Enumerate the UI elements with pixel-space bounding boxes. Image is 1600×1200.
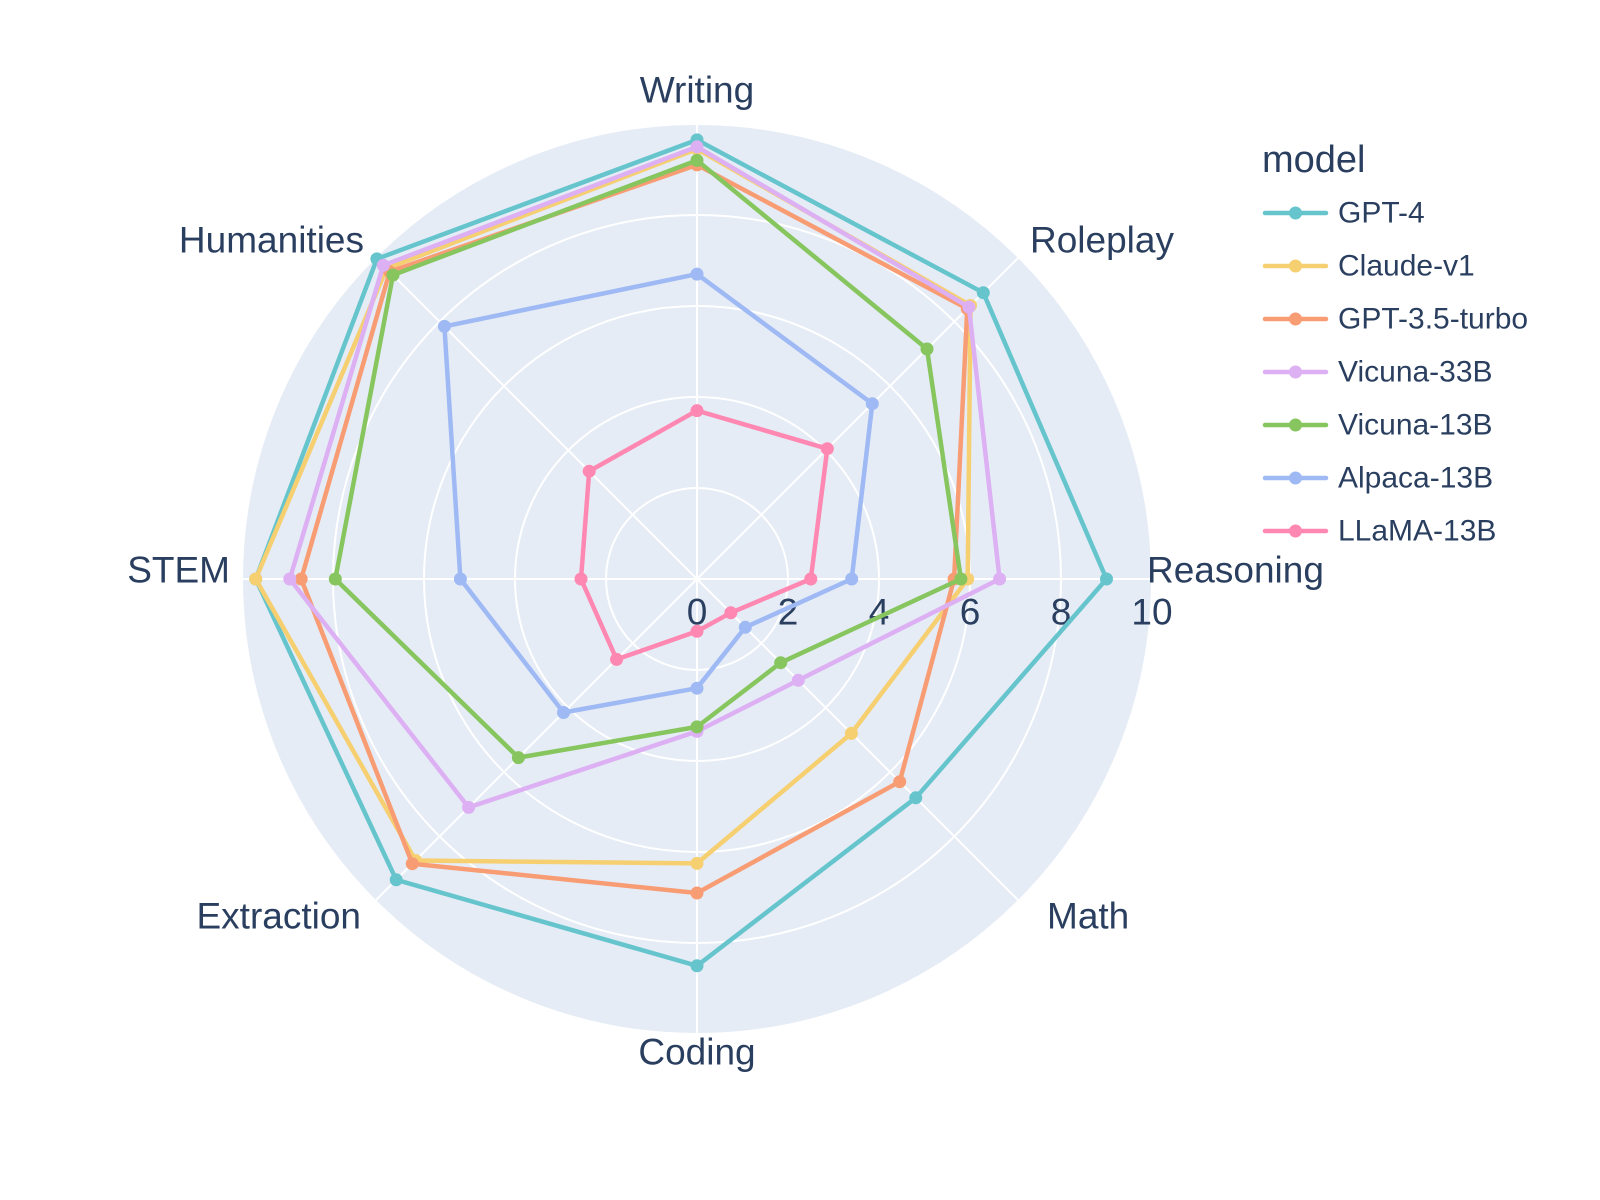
legend-item-label-vicuna-13b: Vicuna-13B [1338, 409, 1493, 442]
legend-swatch-marker-vicuna-13b [1289, 418, 1302, 432]
legend-item-label-llama-13b: LLaMA-13B [1338, 515, 1496, 548]
trace-marker-gpt-3-5-turbo-coding [690, 886, 704, 900]
radial-tick-label-4: 4 [869, 592, 890, 633]
trace-vicuna-13b [328, 153, 968, 765]
trace-llama-13b [574, 404, 834, 666]
traces [249, 133, 1113, 973]
legend-swatch-marker-llama-13b [1289, 524, 1302, 538]
trace-marker-alpaca-13b-reasoning [845, 572, 859, 586]
legend-swatch-marker-claude-v1 [1289, 259, 1302, 273]
trace-marker-vicuna-33b-stem [283, 572, 297, 586]
trace-marker-vicuna-33b-reasoning [993, 572, 1007, 586]
trace-marker-alpaca-13b-humanities [437, 319, 451, 333]
legend-title: model [1262, 139, 1366, 181]
trace-marker-vicuna-13b-roleplay [920, 342, 934, 356]
trace-marker-vicuna-13b-stem [328, 572, 342, 586]
trace-marker-vicuna-33b-roleplay [962, 300, 976, 314]
trace-marker-alpaca-13b-extraction [557, 706, 570, 719]
legend-item-vicuna-13b[interactable]: Vicuna-13B [1262, 409, 1493, 442]
trace-marker-alpaca-13b-coding [690, 681, 704, 695]
trace-marker-vicuna-13b-math [774, 656, 788, 670]
legend-item-label-alpaca-13b: Alpaca-13B [1338, 462, 1493, 495]
category-label-roleplay: Roleplay [1030, 220, 1174, 261]
trace-marker-claude-v1-coding [690, 856, 704, 870]
legend-item-alpaca-13b[interactable]: Alpaca-13B [1262, 462, 1493, 495]
trace-marker-vicuna-13b-writing [690, 153, 704, 167]
category-label-extraction: Extraction [196, 896, 361, 937]
trace-marker-llama-13b-math [724, 606, 738, 620]
trace-marker-vicuna-13b-reasoning [954, 572, 968, 586]
trace-marker-llama-13b-humanities [582, 464, 596, 478]
category-labels: Writing Roleplay Reasoning Math Coding Extrac… [127, 70, 1324, 1073]
radial-tick-label-0: 0 [687, 592, 708, 633]
legend-swatch-marker-gpt-4 [1289, 206, 1302, 220]
trace-marker-alpaca-13b-stem [453, 572, 467, 586]
spoke-humanities [374, 256, 698, 580]
legend-item-label-vicuna-33b: Vicuna-33B [1338, 356, 1493, 389]
trace-marker-vicuna-13b-extraction [511, 751, 525, 765]
trace-marker-gpt-3-5-turbo-extraction [405, 857, 419, 871]
trace-marker-llama-13b-coding [690, 624, 704, 638]
legend-swatch-marker-gpt-3-5-turbo [1289, 312, 1302, 326]
legend-item-gpt-4[interactable]: GPT-4 [1262, 197, 1425, 230]
category-label-writing: Writing [640, 70, 754, 111]
trace-marker-vicuna-13b-humanities [386, 268, 400, 282]
trace-marker-llama-13b-roleplay [820, 442, 834, 456]
trace-marker-gpt-4-extraction [389, 873, 403, 887]
radial-tick-label-2: 2 [778, 592, 799, 633]
legend: model GPT-4 Claude-v1 GPT-3.5-turbo Vicuna-3… [1262, 139, 1528, 548]
legend-swatch-marker-vicuna-33b [1289, 365, 1302, 379]
spoke-math [696, 578, 1020, 902]
trace-alpaca-13b [437, 267, 879, 719]
category-label-math: Math [1047, 896, 1129, 937]
category-label-coding: Coding [638, 1032, 755, 1073]
trace-marker-gpt-4-coding [690, 959, 704, 973]
legend-item-label-claude-v1: Claude-v1 [1338, 250, 1475, 283]
trace-gpt-3-5-turbo [294, 158, 974, 900]
legend-item-label-gpt-4: GPT-4 [1338, 197, 1425, 230]
trace-marker-alpaca-13b-writing [690, 267, 704, 281]
trace-marker-llama-13b-stem [574, 572, 588, 586]
legend-item-vicuna-33b[interactable]: Vicuna-33B [1262, 356, 1493, 389]
trace-marker-alpaca-13b-roleplay [865, 397, 879, 411]
radial-tick-label-10: 10 [1131, 592, 1172, 633]
legend-item-label-gpt-3-5-turbo: GPT-3.5-turbo [1338, 303, 1528, 336]
category-label-reasoning: Reasoning [1147, 550, 1324, 591]
trace-marker-llama-13b-writing [690, 404, 704, 418]
trace-marker-gpt-4-reasoning [1100, 572, 1113, 586]
spoke-extraction [374, 578, 698, 902]
category-label-stem: STEM [127, 550, 230, 591]
trace-marker-gpt-4-math [909, 791, 923, 805]
trace-marker-gpt-3-5-turbo-math [893, 775, 907, 789]
trace-marker-vicuna-33b-math [791, 673, 805, 687]
trace-marker-vicuna-13b-coding [690, 720, 704, 734]
legend-swatch-marker-alpaca-13b [1289, 471, 1302, 485]
radial-tick-label-6: 6 [960, 592, 981, 633]
trace-marker-vicuna-33b-writing [690, 140, 704, 154]
trace-marker-gpt-4-roleplay [976, 286, 990, 300]
trace-marker-claude-v1-math [844, 726, 858, 740]
trace-marker-gpt-3-5-turbo-stem [294, 572, 308, 586]
category-label-humanities: Humanities [179, 220, 364, 261]
legend-item-llama-13b[interactable]: LLaMA-13B [1262, 515, 1496, 548]
trace-marker-alpaca-13b-math [738, 620, 752, 634]
legend-item-claude-v1[interactable]: Claude-v1 [1262, 250, 1475, 283]
trace-marker-vicuna-33b-humanities [376, 258, 390, 272]
trace-marker-llama-13b-reasoning [804, 572, 818, 586]
legend-item-gpt-3-5-turbo[interactable]: GPT-3.5-turbo [1262, 303, 1528, 336]
trace-marker-claude-v1-stem [249, 572, 263, 586]
trace-marker-vicuna-33b-extraction [462, 800, 476, 814]
trace-marker-llama-13b-extraction [610, 652, 624, 666]
